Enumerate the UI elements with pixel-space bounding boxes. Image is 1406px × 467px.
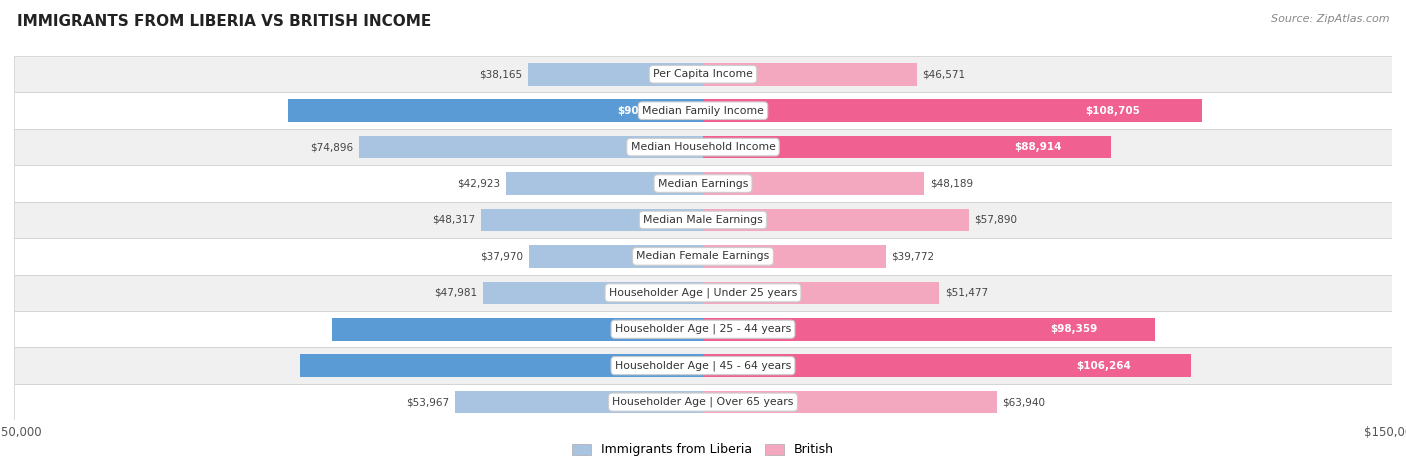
Text: Householder Age | Over 65 years: Householder Age | Over 65 years	[612, 397, 794, 407]
Text: $57,890: $57,890	[974, 215, 1018, 225]
Bar	[332, 318, 703, 340]
Bar	[14, 92, 1392, 129]
Bar	[703, 209, 969, 231]
Bar	[14, 56, 1392, 92]
Text: IMMIGRANTS FROM LIBERIA VS BRITISH INCOME: IMMIGRANTS FROM LIBERIA VS BRITISH INCOM…	[17, 14, 432, 29]
Text: $37,970: $37,970	[479, 251, 523, 262]
Bar	[288, 99, 703, 122]
Bar	[14, 238, 1392, 275]
Bar	[703, 391, 997, 413]
Bar	[703, 172, 924, 195]
Bar	[299, 354, 703, 377]
Text: Source: ZipAtlas.com: Source: ZipAtlas.com	[1271, 14, 1389, 24]
Text: $48,189: $48,189	[929, 178, 973, 189]
Text: $87,739: $87,739	[619, 361, 666, 371]
Bar	[703, 99, 1202, 122]
Text: Median Household Income: Median Household Income	[630, 142, 776, 152]
Bar	[14, 165, 1392, 202]
Text: $47,981: $47,981	[434, 288, 477, 298]
Text: $39,772: $39,772	[891, 251, 935, 262]
Text: $38,165: $38,165	[479, 69, 522, 79]
Bar	[703, 318, 1154, 340]
Text: $108,705: $108,705	[1085, 106, 1140, 116]
Bar	[482, 282, 703, 304]
Bar	[506, 172, 703, 195]
Bar	[703, 63, 917, 85]
Text: $90,450: $90,450	[617, 106, 665, 116]
Bar	[703, 282, 939, 304]
Bar	[456, 391, 703, 413]
Bar	[14, 129, 1392, 165]
Text: Householder Age | Under 25 years: Householder Age | Under 25 years	[609, 288, 797, 298]
Text: $42,923: $42,923	[457, 178, 501, 189]
Bar	[703, 354, 1191, 377]
Text: $106,264: $106,264	[1076, 361, 1130, 371]
Legend: Immigrants from Liberia, British: Immigrants from Liberia, British	[568, 439, 838, 461]
Text: $88,914: $88,914	[1014, 142, 1062, 152]
Text: $46,571: $46,571	[922, 69, 966, 79]
Bar	[703, 136, 1111, 158]
Text: $51,477: $51,477	[945, 288, 988, 298]
Text: $98,359: $98,359	[1050, 324, 1097, 334]
Bar	[481, 209, 703, 231]
Bar	[14, 311, 1392, 347]
Text: $74,896: $74,896	[311, 142, 353, 152]
Text: Median Earnings: Median Earnings	[658, 178, 748, 189]
Text: Median Female Earnings: Median Female Earnings	[637, 251, 769, 262]
Bar	[14, 347, 1392, 384]
Bar	[527, 63, 703, 85]
Bar	[529, 245, 703, 268]
Bar	[703, 245, 886, 268]
Text: Median Male Earnings: Median Male Earnings	[643, 215, 763, 225]
Bar	[14, 202, 1392, 238]
Text: Householder Age | 45 - 64 years: Householder Age | 45 - 64 years	[614, 361, 792, 371]
Text: Householder Age | 25 - 44 years: Householder Age | 25 - 44 years	[614, 324, 792, 334]
Bar	[14, 384, 1392, 420]
Bar	[359, 136, 703, 158]
Text: $63,940: $63,940	[1002, 397, 1045, 407]
Text: $53,967: $53,967	[406, 397, 450, 407]
Text: $80,863: $80,863	[623, 324, 671, 334]
Text: Median Family Income: Median Family Income	[643, 106, 763, 116]
Text: $48,317: $48,317	[433, 215, 475, 225]
Bar	[14, 275, 1392, 311]
Text: Per Capita Income: Per Capita Income	[652, 69, 754, 79]
